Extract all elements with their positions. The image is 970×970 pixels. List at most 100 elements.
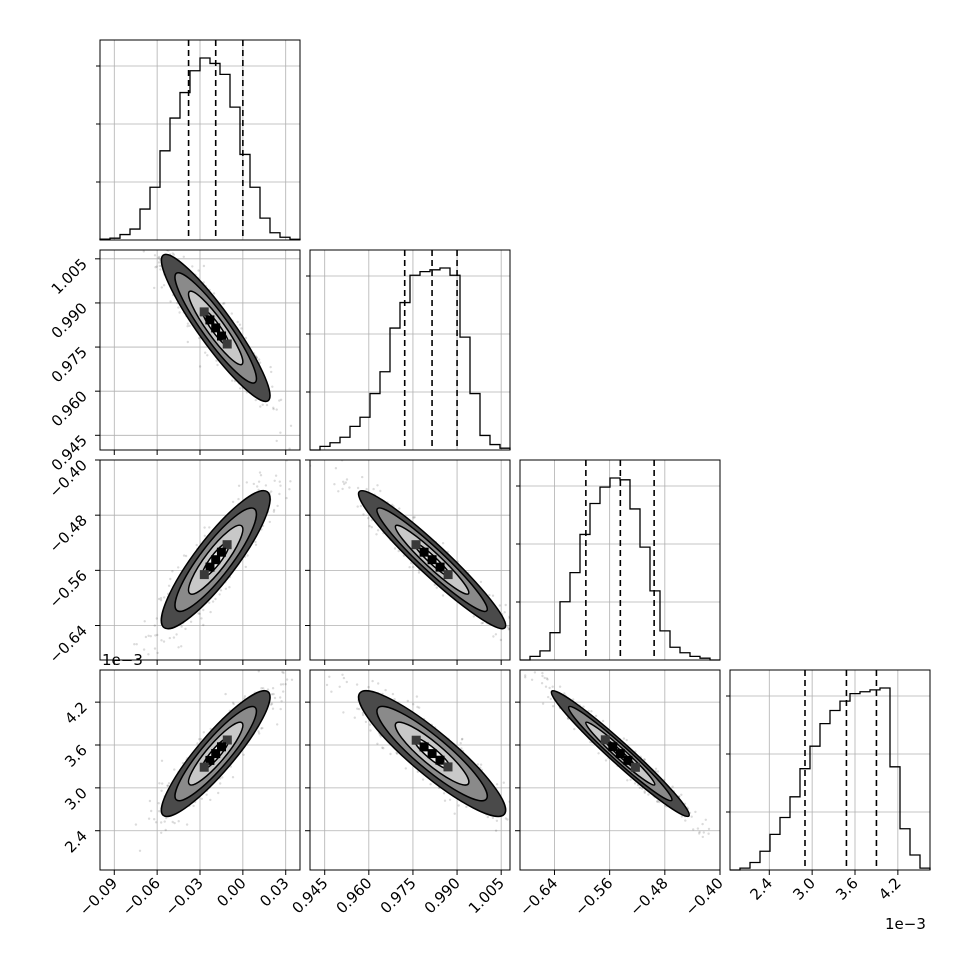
density-cell bbox=[600, 735, 610, 745]
density-cell bbox=[217, 742, 226, 752]
histogram-step bbox=[99, 57, 301, 240]
sample-point bbox=[202, 281, 205, 284]
sample-point bbox=[158, 782, 161, 785]
sample-point bbox=[356, 486, 360, 490]
sample-point bbox=[367, 517, 370, 520]
sample-point bbox=[441, 594, 445, 597]
sample-point bbox=[191, 265, 194, 268]
sample-point bbox=[379, 735, 382, 738]
sample-point bbox=[372, 487, 375, 491]
y-tick-label: 0.960 bbox=[48, 387, 91, 430]
y-tick-label: −0.64 bbox=[46, 622, 91, 667]
sample-point bbox=[200, 797, 203, 800]
sample-point bbox=[208, 601, 211, 604]
sample-point bbox=[540, 682, 544, 685]
sample-point bbox=[379, 489, 382, 493]
density-cell bbox=[216, 547, 226, 557]
sample-point bbox=[476, 763, 480, 766]
sample-point bbox=[370, 519, 373, 522]
sample-point bbox=[543, 676, 546, 680]
sample-point bbox=[594, 714, 598, 718]
x-tick-label: −0.40 bbox=[682, 874, 727, 919]
sample-point bbox=[278, 480, 281, 483]
sample-point bbox=[503, 611, 506, 614]
sample-point bbox=[172, 636, 176, 639]
sample-point bbox=[692, 828, 695, 831]
sample-point bbox=[289, 424, 293, 427]
sample-point bbox=[180, 645, 183, 648]
sample-point bbox=[345, 680, 348, 684]
sample-point bbox=[514, 809, 516, 811]
sample-point bbox=[269, 703, 273, 706]
sample-point bbox=[486, 815, 489, 819]
sample-point bbox=[153, 286, 156, 290]
sample-point bbox=[231, 776, 235, 779]
y-tick-label: 4.2 bbox=[61, 698, 91, 728]
sample-point bbox=[389, 752, 392, 756]
sample-point bbox=[353, 716, 356, 719]
sample-point bbox=[589, 740, 592, 744]
sample-point bbox=[281, 683, 285, 686]
sample-point bbox=[273, 479, 276, 482]
sample-point bbox=[269, 365, 272, 369]
sample-point bbox=[524, 676, 527, 679]
sample-point bbox=[342, 711, 345, 714]
density-cell bbox=[419, 547, 429, 557]
joint-panel-0-3 bbox=[99, 669, 301, 871]
sample-point bbox=[203, 526, 206, 529]
sample-point bbox=[172, 253, 176, 256]
sample-point bbox=[395, 752, 399, 755]
sample-point bbox=[460, 747, 463, 750]
sample-point bbox=[270, 370, 273, 374]
sample-point bbox=[516, 837, 518, 839]
sample-point bbox=[135, 643, 138, 646]
sample-point bbox=[364, 720, 368, 724]
sample-point bbox=[258, 361, 262, 364]
sample-point bbox=[636, 783, 640, 787]
sample-point bbox=[442, 792, 446, 795]
sample-point bbox=[333, 483, 336, 486]
sample-point bbox=[160, 286, 163, 289]
sample-point bbox=[541, 671, 544, 675]
x-tick-label: 0.960 bbox=[333, 874, 376, 917]
x-tick-label: 0.945 bbox=[288, 874, 331, 917]
sample-point bbox=[573, 727, 576, 731]
sample-point bbox=[158, 264, 161, 268]
panel-frame bbox=[309, 249, 511, 451]
sample-point bbox=[495, 783, 499, 786]
sample-point bbox=[499, 638, 503, 642]
joint-panel-2-3 bbox=[519, 669, 721, 871]
sample-point bbox=[236, 320, 239, 324]
sample-point bbox=[279, 707, 282, 711]
sample-point bbox=[161, 782, 164, 785]
sample-point bbox=[534, 661, 536, 663]
sample-point bbox=[271, 707, 275, 710]
sample-point bbox=[433, 583, 436, 587]
sample-point bbox=[196, 742, 199, 745]
sample-point bbox=[272, 508, 276, 512]
sample-point bbox=[402, 554, 406, 557]
sample-point bbox=[526, 833, 528, 835]
sample-point bbox=[461, 737, 464, 741]
sample-point bbox=[472, 615, 475, 618]
histogram-step bbox=[520, 477, 720, 661]
density-cell bbox=[630, 762, 640, 772]
density-cell bbox=[205, 315, 215, 325]
sample-point bbox=[136, 225, 138, 227]
sample-point bbox=[342, 676, 346, 680]
sample-point bbox=[162, 640, 166, 643]
sample-point bbox=[158, 810, 161, 813]
sample-point bbox=[654, 767, 658, 770]
sample-point bbox=[258, 732, 261, 735]
sample-point bbox=[356, 707, 359, 710]
sample-point bbox=[279, 484, 282, 487]
sample-point bbox=[182, 554, 186, 557]
sample-point bbox=[641, 787, 644, 790]
x-tick-label: 4.2 bbox=[875, 874, 905, 904]
sample-point bbox=[259, 405, 262, 408]
sample-point bbox=[376, 742, 379, 745]
sample-point bbox=[328, 675, 331, 678]
sample-point bbox=[395, 751, 398, 754]
sample-point bbox=[495, 819, 499, 822]
sample-point bbox=[524, 674, 527, 677]
